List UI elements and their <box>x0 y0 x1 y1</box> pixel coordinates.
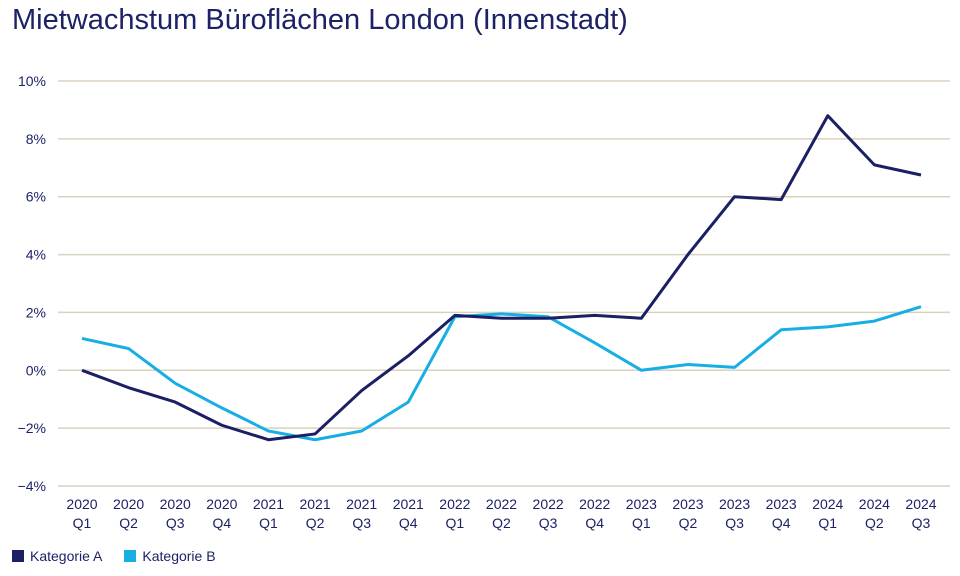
y-tick-label: −4% <box>18 478 46 494</box>
legend-swatch-b <box>124 550 137 562</box>
legend-item-a: Kategorie A <box>12 548 102 564</box>
x-tick-label-quarter: Q3 <box>725 515 744 531</box>
x-tick-label-year: 2023 <box>626 496 657 512</box>
chart-title: Mietwachstum Büroflächen London (Innenst… <box>12 4 628 36</box>
x-tick-label-quarter: Q2 <box>306 515 325 531</box>
x-tick-label-quarter: Q1 <box>73 515 92 531</box>
legend-label-b: Kategorie B <box>142 548 216 564</box>
x-tick-label-quarter: Q1 <box>818 515 837 531</box>
x-tick-label-year: 2022 <box>439 496 470 512</box>
legend-label-a: Kategorie A <box>30 548 103 564</box>
legend: Kategorie A Kategorie B <box>12 548 230 564</box>
x-tick-label-year: 2023 <box>719 496 750 512</box>
x-tick-label-quarter: Q2 <box>679 515 698 531</box>
y-tick-label: −2% <box>18 420 46 436</box>
x-tick-label-year: 2024 <box>905 496 936 512</box>
x-tick-label-quarter: Q3 <box>539 515 558 531</box>
x-tick-label-year: 2023 <box>672 496 703 512</box>
x-tick-label-quarter: Q3 <box>166 515 185 531</box>
x-tick-label-year: 2021 <box>393 496 424 512</box>
x-tick-label-year: 2021 <box>299 496 330 512</box>
x-tick-label-quarter: Q3 <box>912 515 931 531</box>
x-tick-label-year: 2024 <box>859 496 890 512</box>
legend-swatch-a <box>12 550 24 562</box>
x-tick-label-year: 2022 <box>533 496 564 512</box>
x-tick-label-year: 2023 <box>766 496 797 512</box>
x-tick-label-quarter: Q2 <box>492 515 511 531</box>
x-tick-label-quarter: Q1 <box>446 515 465 531</box>
legend-item-b: Kategorie B <box>124 548 216 564</box>
x-tick-label-quarter: Q4 <box>212 515 231 531</box>
y-tick-label: 2% <box>26 304 46 320</box>
x-tick-label-quarter: Q4 <box>772 515 791 531</box>
x-tick-label-year: 2021 <box>346 496 377 512</box>
x-tick-label-year: 2020 <box>160 496 191 512</box>
x-tick-label-quarter: Q4 <box>585 515 604 531</box>
x-tick-label-quarter: Q2 <box>119 515 138 531</box>
y-tick-label: 10% <box>18 73 46 89</box>
x-tick-label-year: 2020 <box>66 496 97 512</box>
x-tick-label-quarter: Q1 <box>632 515 651 531</box>
x-tick-label-quarter: Q3 <box>352 515 371 531</box>
y-tick-label: 8% <box>26 131 46 147</box>
x-tick-label-year: 2022 <box>486 496 517 512</box>
series-line-kategorie-a <box>81 114 922 442</box>
x-tick-label-quarter: Q4 <box>399 515 418 531</box>
x-tick-label-quarter: Q1 <box>259 515 278 531</box>
y-tick-label: 6% <box>26 189 46 205</box>
x-tick-label-year: 2022 <box>579 496 610 512</box>
x-tick-label-year: 2020 <box>113 496 144 512</box>
x-tick-label-year: 2024 <box>812 496 843 512</box>
x-tick-label-quarter: Q2 <box>865 515 884 531</box>
x-tick-label-year: 2020 <box>206 496 237 512</box>
series-line-kategorie-b <box>81 305 922 442</box>
x-tick-label-year: 2021 <box>253 496 284 512</box>
y-tick-label: 4% <box>26 247 46 263</box>
y-tick-label: 0% <box>26 362 46 378</box>
